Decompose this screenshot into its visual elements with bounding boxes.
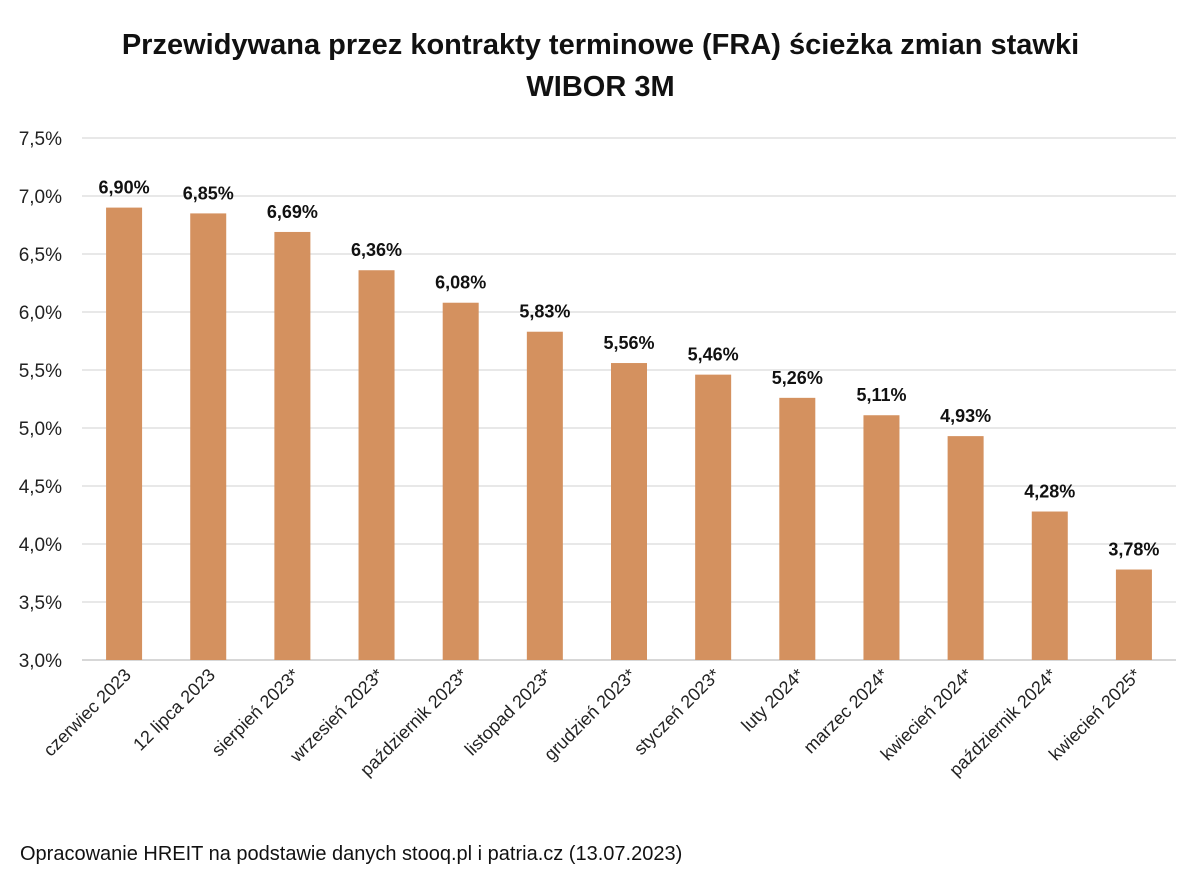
data-label: 5,46% <box>688 345 739 365</box>
bar <box>1115 569 1152 660</box>
data-label: 3,78% <box>1108 540 1159 560</box>
data-label: 5,56% <box>603 333 654 353</box>
y-tick-label: 4,5% <box>19 477 62 498</box>
bar <box>611 363 647 660</box>
bar <box>863 415 900 660</box>
y-tick-label: 6,5% <box>19 245 62 266</box>
bar <box>947 436 984 660</box>
y-tick-label: 3,5% <box>19 593 62 614</box>
bar <box>779 397 816 660</box>
x-tick-label: luty 2024* <box>737 665 808 736</box>
x-tick-label: listopad 2023* <box>461 665 556 760</box>
x-tick-label: 12 lipca 2023 <box>129 665 219 755</box>
data-label: 6,90% <box>99 178 150 198</box>
y-tick-label: 7,0% <box>19 187 62 208</box>
y-tick-label: 5,5% <box>19 361 62 382</box>
x-tick-label: czerwiec 2023 <box>39 665 135 761</box>
bar <box>358 270 395 660</box>
y-tick-label: 3,0% <box>19 651 62 672</box>
chart-title-line-2: WIBOR 3M <box>526 71 675 103</box>
data-label: 6,85% <box>183 183 234 203</box>
data-label: 4,28% <box>1024 482 1075 502</box>
bar <box>442 302 479 660</box>
bar <box>106 207 143 660</box>
data-label: 5,83% <box>519 302 570 322</box>
data-label: 4,93% <box>940 406 991 426</box>
x-tick-label: styczeń 2023* <box>630 665 724 759</box>
x-tick-label: kwiecień 2025* <box>1045 665 1145 765</box>
data-label: 6,36% <box>351 240 402 260</box>
y-tick-label: 4,0% <box>19 535 62 556</box>
data-label: 6,08% <box>435 273 486 293</box>
y-tick-label: 6,0% <box>19 303 62 324</box>
data-label: 6,69% <box>267 202 318 222</box>
source-note: Opracowanie HREIT na podstawie danych st… <box>20 843 683 865</box>
chart-title: Przewidywana przez kontrakty terminowe (… <box>0 24 1201 108</box>
y-tick-label: 7,5% <box>19 129 62 150</box>
x-tick-label: grudzień 2023* <box>540 665 640 765</box>
bar <box>274 231 311 660</box>
chart-title-line-1: Przewidywana przez kontrakty terminowe (… <box>121 29 1080 61</box>
x-tick-label: marzec 2024* <box>800 665 893 758</box>
data-label: 5,11% <box>856 385 906 405</box>
bar <box>526 331 563 660</box>
bar <box>695 374 732 660</box>
y-tick-label: 5,0% <box>19 419 62 440</box>
bar <box>1031 511 1068 660</box>
data-label: 5,26% <box>772 368 823 388</box>
bar <box>190 213 227 660</box>
x-tick-label: sierpień 2023* <box>208 665 304 761</box>
